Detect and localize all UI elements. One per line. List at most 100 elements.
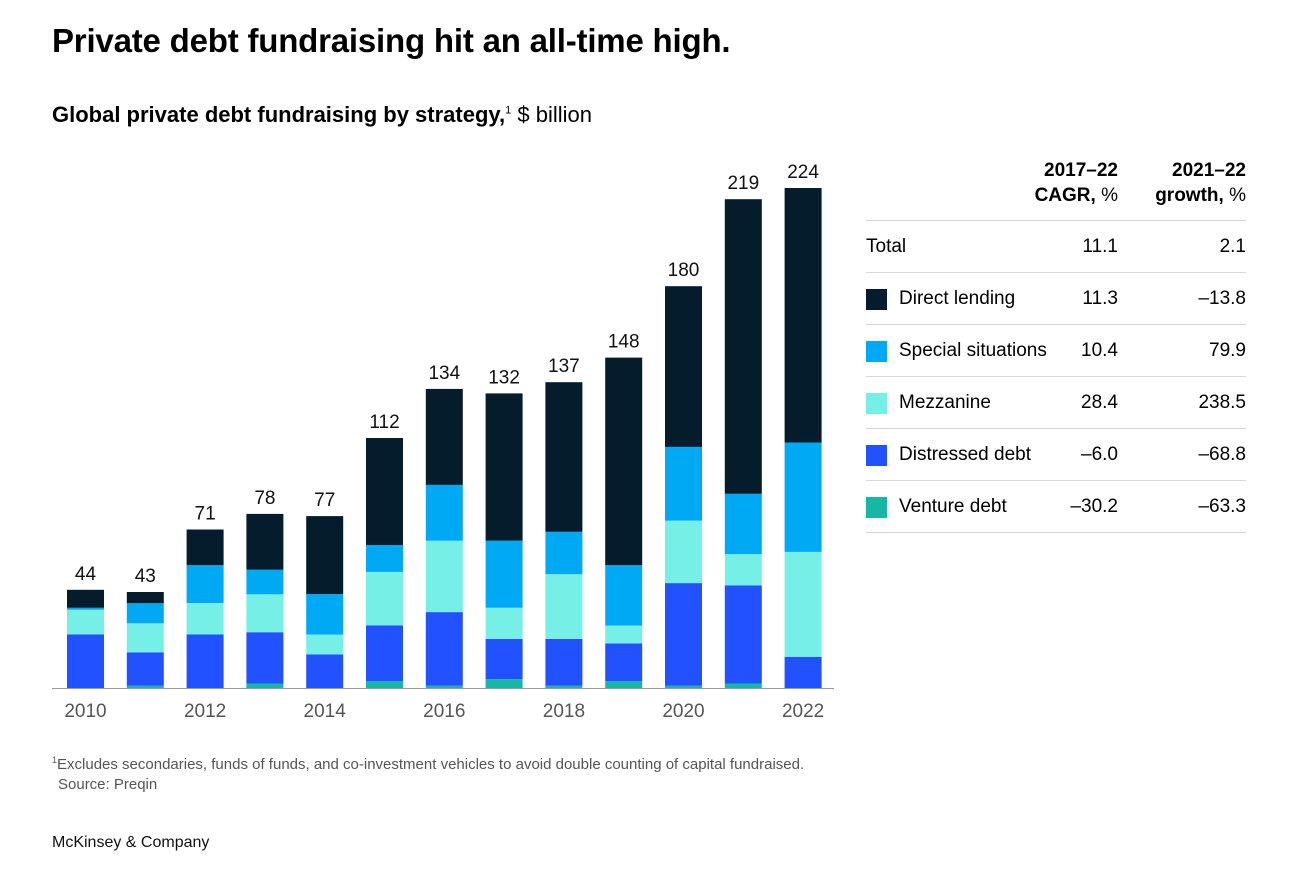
total-label-2022: 224 (787, 162, 819, 183)
bar-segment-2019-4 (605, 357, 643, 566)
bar-segment-2019-0 (605, 681, 643, 688)
bar-segment-2021-4 (724, 199, 762, 494)
bar-segment-2016-0 (425, 685, 463, 688)
chart-headline: Private debt fundraising hit an all-time… (52, 22, 731, 59)
bar-segment-2017-1 (485, 638, 523, 680)
bar-segment-2016-4 (425, 388, 463, 485)
bar-segment-2012-2 (186, 603, 224, 635)
bar-segment-2017-0 (485, 679, 523, 688)
table-row-venture-debt: Venture debt –30.2 –63.3 (866, 481, 1246, 533)
growth-table-header: 2017–22 CAGR, % 2021–22 growth, % (866, 158, 1246, 221)
cagr-value: –30.2 (1070, 496, 1118, 517)
bar-segment-2015-0 (366, 681, 403, 688)
growth-value: 2.1 (1219, 236, 1246, 257)
growth-value: –68.8 (1198, 444, 1246, 465)
total-label-2021: 219 (727, 173, 759, 194)
stacked-bar-chart: 44 2010 43 71 2012 78 77 2014 112 134 2016 132 137 20… (52, 162, 834, 722)
legend-swatch-icon (866, 444, 887, 466)
bar-segment-2010-2 (67, 609, 104, 635)
row-label: Mezzanine (899, 392, 991, 413)
legend-swatch-icon (866, 288, 887, 310)
bar-segment-2021-3 (724, 493, 762, 555)
bar-segment-2016-2 (425, 540, 463, 613)
bar-segment-2021-2 (724, 554, 762, 586)
bar-segment-2021-0 (724, 683, 762, 688)
footnote: 1Excludes secondaries, funds of funds, a… (52, 750, 804, 795)
bar-segment-2021-1 (724, 585, 762, 684)
legend-swatch-icon (866, 392, 887, 414)
total-label-2010: 44 (75, 564, 97, 585)
total-label-2015: 112 (369, 412, 399, 433)
bar-segment-2015-2 (366, 571, 403, 626)
bar-segment-2017-2 (485, 607, 523, 639)
bar-segment-2022-1 (784, 656, 822, 689)
bar-segment-2017-3 (485, 540, 523, 608)
legend-swatch-icon (866, 340, 887, 362)
legend-swatch-icon (866, 496, 887, 518)
bar-segment-2019-3 (605, 565, 643, 626)
bar-segment-2020-4 (665, 286, 702, 447)
table-row-total: Total 11.1 2.1 (866, 221, 1246, 273)
cagr-value: 11.3 (1082, 288, 1118, 309)
row-label: Venture debt (899, 496, 1007, 517)
bar-segment-2020-1 (665, 583, 702, 686)
bar-segment-2014-3 (306, 594, 344, 635)
x-tick-2020: 2020 (662, 701, 704, 722)
bar-segment-2015-4 (366, 438, 403, 546)
chart-subtitle: Global private debt fundraising by strat… (52, 102, 592, 128)
total-label-2012: 71 (195, 504, 216, 525)
row-label-cell: Venture debt (866, 495, 1007, 519)
footnote-number: 1 (52, 755, 58, 765)
bar-segment-2013-0 (246, 683, 284, 688)
source-note: Source: Preqin (58, 776, 158, 793)
bar-segment-2012-4 (186, 529, 224, 566)
row-label-cell: Total (866, 235, 906, 259)
bar-segment-2015-1 (366, 625, 403, 682)
bar-segment-2014-2 (306, 634, 344, 655)
footnote-text: Excludes secondaries, funds of funds, an… (57, 756, 805, 773)
bar-segment-2016-1 (425, 612, 463, 686)
bar-segment-2018-4 (545, 382, 583, 532)
cagr-value: 10.4 (1081, 340, 1118, 361)
header-growth-unit: % (1223, 185, 1246, 206)
bar-segment-2014-1 (306, 654, 344, 688)
bar-segment-2013-4 (246, 513, 284, 570)
x-tick-2012: 2012 (184, 701, 226, 722)
footnote-marker: 1 (505, 104, 512, 117)
row-label: Special situations (899, 340, 1047, 361)
total-label-2018: 137 (548, 356, 580, 377)
bar-segment-2022-2 (784, 551, 822, 657)
bar-segment-2013-2 (246, 594, 284, 633)
bar-segment-2011-0 (126, 685, 164, 688)
row-label: Direct lending (899, 288, 1016, 309)
cagr-value: –6.0 (1081, 444, 1118, 465)
bar-segment-2017-4 (485, 393, 523, 541)
bar-segment-2022-4 (784, 188, 822, 443)
total-label-2017: 132 (488, 367, 520, 388)
x-tick-2022: 2022 (782, 701, 824, 722)
bar-segment-2010-1 (67, 634, 104, 688)
bar-segment-2019-2 (605, 625, 643, 644)
subtitle-unit: $ billion (517, 102, 592, 127)
total-label-2020: 180 (668, 260, 700, 281)
bar-segment-2018-1 (545, 638, 583, 686)
growth-value: –13.8 (1198, 288, 1246, 309)
header-cagr-unit: % (1095, 185, 1118, 206)
company-logo-text: McKinsey & Company (52, 834, 210, 851)
table-row-distressed-debt: Distressed debt –6.0 –68.8 (866, 429, 1246, 481)
row-label-cell: Direct lending (866, 287, 1015, 311)
table-row-mezzanine: Mezzanine 28.4 238.5 (866, 377, 1246, 429)
bar-segment-2012-1 (186, 634, 224, 688)
header-growth-period: 2021–22 (1172, 160, 1246, 181)
bar-segment-2015-3 (366, 545, 403, 572)
bar-segment-2020-2 (665, 520, 702, 584)
bar-segment-2012-3 (186, 565, 224, 604)
growth-value: 238.5 (1198, 392, 1246, 413)
header-growth: 2021–22 growth, % (1155, 158, 1246, 208)
header-cagr-metric: CAGR, (1034, 185, 1096, 206)
bar-segment-2020-3 (665, 446, 702, 521)
bar-segment-2011-3 (126, 603, 164, 624)
growth-value: 79.9 (1209, 340, 1246, 361)
header-cagr: 2017–22 CAGR, % (1035, 158, 1118, 208)
row-label: Total (866, 236, 907, 257)
